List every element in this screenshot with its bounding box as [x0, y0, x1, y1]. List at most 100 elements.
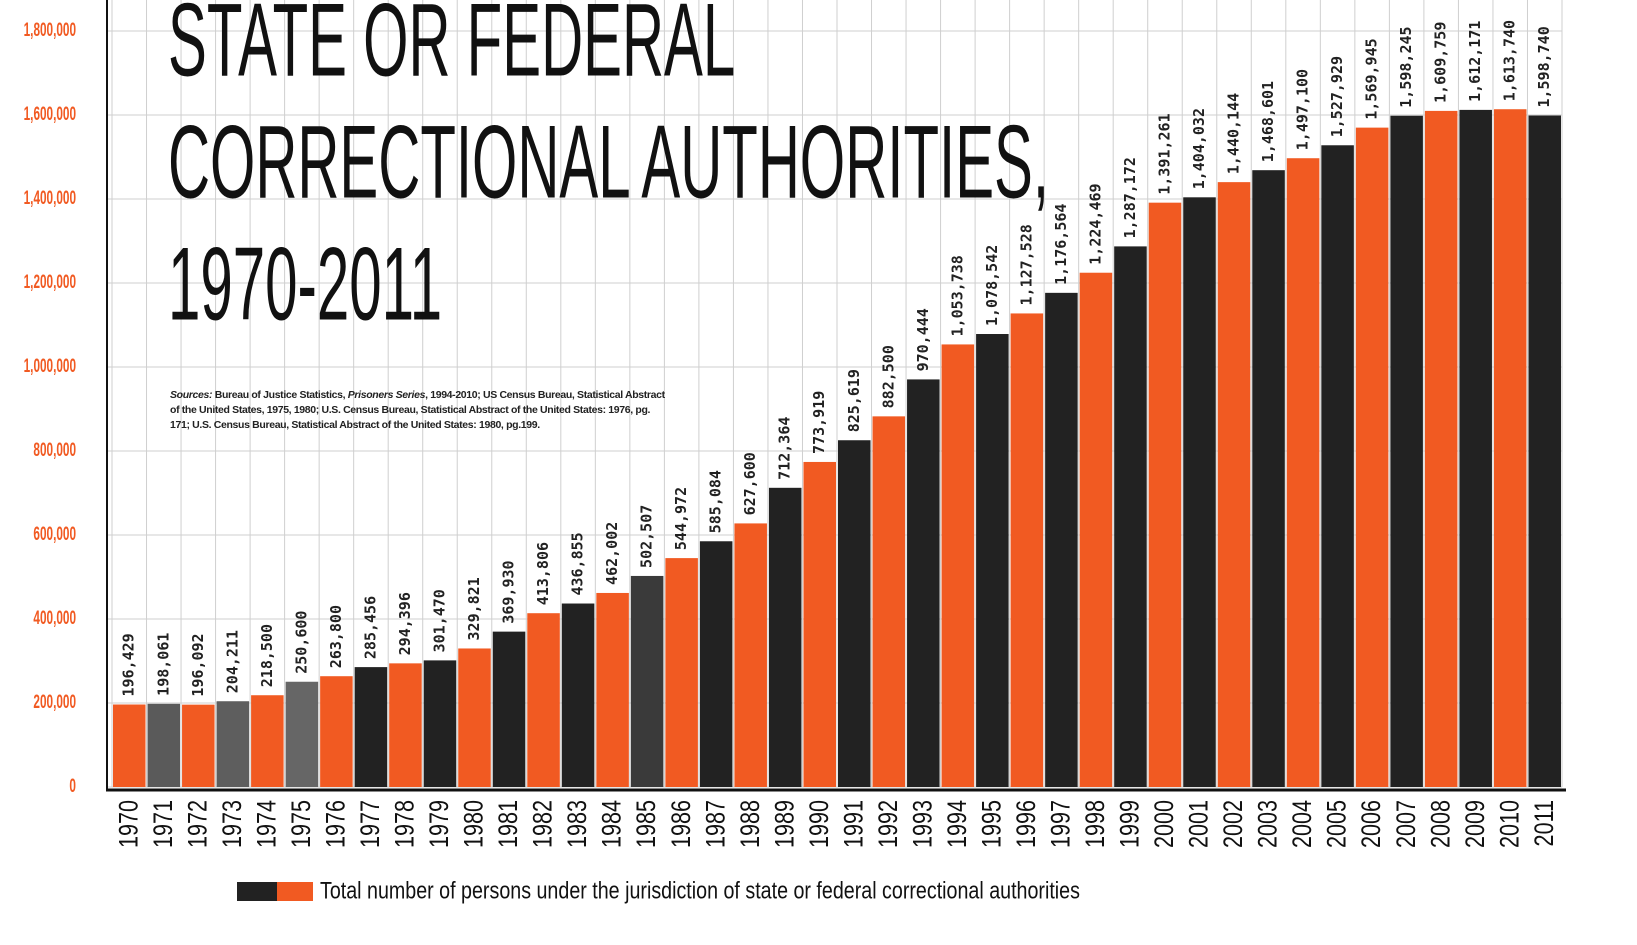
- data-label: 285,456: [361, 596, 379, 659]
- data-label: 544,972: [672, 487, 690, 550]
- data-label: 773,919: [810, 391, 828, 454]
- x-tick-label: 1992: [874, 800, 904, 848]
- data-label: 1,176,564: [1052, 204, 1070, 285]
- x-tick-label: 2011: [1530, 800, 1560, 846]
- bar: [1321, 145, 1354, 787]
- data-label: 1,391,261: [1155, 113, 1173, 194]
- x-tick-label: 2009: [1461, 800, 1491, 848]
- data-label: 1,613,740: [1501, 20, 1519, 101]
- x-tick-label: 1976: [321, 800, 351, 848]
- y-tick-label: 1,000,000: [24, 356, 77, 376]
- x-tick-label: 2006: [1357, 800, 1387, 848]
- data-label: 1,497,100: [1294, 69, 1312, 150]
- data-label: 1,287,172: [1121, 157, 1139, 238]
- bar: [1183, 197, 1216, 787]
- y-tick-label: 1,800,000: [24, 20, 77, 40]
- data-label: 1,053,738: [948, 255, 966, 336]
- bar: [1493, 109, 1527, 788]
- data-label: 294,396: [396, 592, 414, 655]
- data-label: 1,598,245: [1397, 26, 1415, 107]
- x-tick-label: 1980: [459, 800, 489, 848]
- data-label: 585,084: [707, 470, 725, 533]
- x-tick-label: 1973: [218, 800, 248, 848]
- y-tick-label: 200,000: [33, 692, 76, 712]
- x-tick-label: 1970: [114, 800, 144, 848]
- x-tick-label: 1991: [839, 800, 869, 848]
- data-label: 196,429: [120, 633, 138, 696]
- x-tick-label: 1995: [977, 800, 1007, 848]
- x-tick-label: 1979: [425, 800, 455, 848]
- bar: [527, 613, 560, 787]
- y-tick-label: 800,000: [33, 440, 76, 460]
- bar: [182, 704, 215, 787]
- x-tick-label: 2004: [1288, 800, 1318, 848]
- bar: [768, 487, 802, 787]
- bar: [976, 334, 1009, 787]
- y-tick-label: 1,400,000: [24, 188, 77, 208]
- x-tick-label: 1982: [528, 800, 558, 848]
- chart-title: 1970-2011: [168, 226, 442, 342]
- source-label: Sources:: [170, 389, 213, 401]
- bar: [1252, 170, 1285, 788]
- bar: [1217, 182, 1251, 787]
- x-tick-label: 1977: [356, 800, 386, 848]
- source-rest: , 1994-2010; US Census Bureau, Statistic…: [170, 389, 665, 431]
- x-tick-label: 1990: [805, 800, 835, 848]
- data-label: 369,930: [500, 560, 518, 623]
- data-label: 1,224,469: [1086, 183, 1104, 264]
- bar: [285, 681, 319, 787]
- bar: [699, 541, 733, 787]
- x-tick-label: 1988: [736, 800, 766, 848]
- bar: [492, 631, 526, 787]
- y-tick-label: 1,600,000: [24, 104, 77, 124]
- data-label: 1,404,032: [1190, 108, 1208, 189]
- data-label: 263,800: [327, 605, 345, 668]
- bar: [251, 695, 284, 787]
- data-label: 436,855: [569, 532, 587, 595]
- data-label: 1,598,740: [1535, 26, 1553, 107]
- bar: [1079, 272, 1113, 787]
- bar: [1010, 313, 1044, 787]
- chart-title: STATE OR FEDERAL: [168, 0, 735, 98]
- x-tick-label: 1989: [770, 800, 800, 848]
- bar: [1355, 127, 1389, 787]
- data-label: 1,078,542: [983, 245, 1001, 326]
- x-tick-label: 1997: [1046, 800, 1076, 848]
- bar: [320, 676, 353, 787]
- legend-swatch: [237, 882, 277, 901]
- bar: [1114, 246, 1147, 787]
- x-tick-label: 1985: [632, 800, 662, 848]
- bar: [872, 416, 906, 787]
- x-tick-label: 2007: [1392, 800, 1422, 848]
- data-label: 1,609,759: [1432, 22, 1450, 103]
- data-label: 250,600: [292, 611, 310, 674]
- source-note: Sources: Bureau of Justice Statistics, P…: [170, 388, 670, 433]
- x-tick-label: 1987: [701, 800, 731, 848]
- data-label: 301,470: [430, 589, 448, 652]
- data-label: 413,806: [534, 542, 552, 605]
- legend-swatch: [277, 882, 313, 901]
- bar: [665, 558, 698, 787]
- x-tick-label: 1996: [1012, 800, 1042, 848]
- data-label: 198,061: [154, 633, 172, 696]
- source-text: Bureau of Justice Statistics,: [214, 389, 346, 401]
- y-tick-label: 1,200,000: [24, 272, 77, 292]
- bar: [630, 575, 664, 787]
- x-tick-label: 1975: [287, 800, 317, 848]
- bar: [354, 667, 388, 787]
- y-tick-label: 400,000: [33, 608, 76, 628]
- bar: [423, 660, 457, 787]
- data-label: 196,092: [189, 633, 207, 696]
- chart-title: CORRECTIONAL AUTHORITIES,: [168, 104, 1049, 220]
- data-label: 712,364: [776, 417, 794, 480]
- x-tick-label: 1974: [252, 800, 282, 848]
- x-tick-label: 1981: [494, 800, 524, 848]
- y-tick-label: 0: [69, 776, 76, 796]
- bar: [1390, 115, 1423, 787]
- bar: [113, 704, 146, 787]
- bar: [1424, 110, 1458, 787]
- source-publication: Prisoners Series: [347, 389, 426, 401]
- x-tick-label: 2008: [1426, 800, 1456, 848]
